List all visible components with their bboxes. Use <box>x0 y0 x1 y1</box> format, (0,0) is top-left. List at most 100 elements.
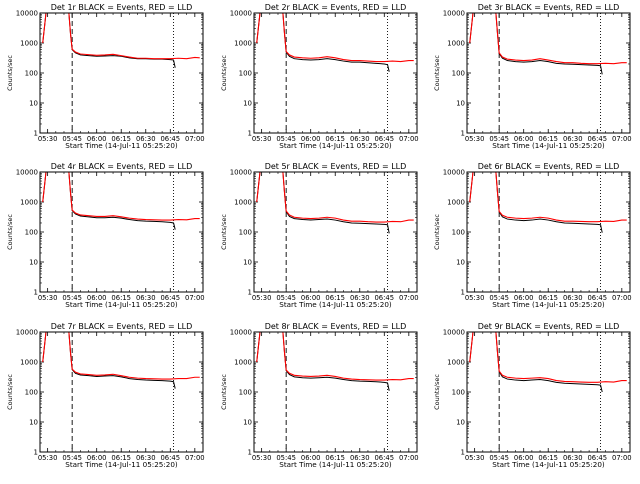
x-tick-label: 05:45 <box>489 135 509 143</box>
x-tick-label: 05:45 <box>62 454 82 462</box>
y-tick-label: 100 <box>452 389 465 397</box>
x-tick-label: 06:45 <box>160 294 180 302</box>
events-series-line <box>256 172 390 234</box>
x-tick-label: 06:30 <box>563 454 583 462</box>
x-tick-label: 05:45 <box>276 454 296 462</box>
y-tick-label: 10 <box>29 419 38 427</box>
x-tick-label: 05:30 <box>465 294 485 302</box>
x-axis-label: Start Time (14-Jul-11 05:25:20) <box>492 141 605 150</box>
x-tick-label: 06:15 <box>538 294 558 302</box>
x-tick-label: 07:00 <box>399 135 419 143</box>
x-tick-label: 05:30 <box>38 135 58 143</box>
lld-series-line <box>42 13 200 60</box>
x-axis-label: Start Time (14-Jul-11 05:25:20) <box>279 300 392 309</box>
x-tick-label: 06:00 <box>514 294 534 302</box>
plot-frame <box>253 171 418 293</box>
plot-frame <box>466 12 631 134</box>
x-tick-label: 06:30 <box>350 294 370 302</box>
events-series-line <box>256 13 390 72</box>
events-series-line <box>42 172 176 230</box>
x-tick-label: 06:45 <box>374 454 394 462</box>
x-axis-label: Start Time (14-Jul-11 05:25:20) <box>492 460 605 469</box>
y-tick-label: 10 <box>456 100 465 108</box>
y-tick-label: 1 <box>34 448 38 456</box>
x-tick-label: 06:00 <box>301 454 321 462</box>
plot-frame <box>466 331 631 453</box>
x-tick-label: 06:15 <box>111 294 131 302</box>
x-tick-label: 05:45 <box>276 135 296 143</box>
series-group <box>42 172 200 230</box>
x-tick-label: 05:30 <box>465 454 485 462</box>
y-tick-label: 10 <box>456 419 465 427</box>
x-tick-label: 05:45 <box>489 454 509 462</box>
x-tick-label: 07:00 <box>185 294 205 302</box>
y-tick-label: 1 <box>248 288 252 296</box>
x-tick-label: 06:15 <box>538 454 558 462</box>
y-tick-label: 1 <box>248 129 252 137</box>
x-tick-label: 07:00 <box>399 454 419 462</box>
series-group <box>469 332 627 393</box>
x-axis-label: Start Time (14-Jul-11 05:25:20) <box>65 460 178 469</box>
y-tick-label: 1 <box>34 129 38 137</box>
y-tick-label: 10000 <box>230 169 252 177</box>
x-tick-label: 06:00 <box>87 294 107 302</box>
events-series-line <box>42 332 176 389</box>
y-tick-label: 10000 <box>16 329 38 337</box>
y-tick-label: 1 <box>461 129 465 137</box>
x-tick-label: 06:15 <box>111 135 131 143</box>
panel-title: Det 7r BLACK = Events, RED = LLD <box>51 322 193 331</box>
x-tick-label: 07:00 <box>185 135 205 143</box>
y-axis-label: Counts/sec <box>6 55 14 91</box>
x-axis-label: Start Time (14-Jul-11 05:25:20) <box>65 141 178 150</box>
panel-title: Det 1r BLACK = Events, RED = LLD <box>51 3 193 12</box>
panel-title: Det 9r BLACK = Events, RED = LLD <box>478 322 620 331</box>
y-axis-label: Counts/sec <box>220 214 228 250</box>
detector-panel: Det 6r BLACK = Events, RED = LLD Counts/s… <box>433 162 632 309</box>
plot-frame <box>466 171 631 293</box>
plot-frame <box>253 12 418 134</box>
y-tick-label: 1 <box>461 448 465 456</box>
detector-panel: Det 3r BLACK = Events, RED = LLD Counts/s… <box>433 3 632 150</box>
x-tick-label: 06:30 <box>350 454 370 462</box>
x-tick-label: 06:00 <box>301 294 321 302</box>
panel-title: Det 4r BLACK = Events, RED = LLD <box>51 162 193 171</box>
detector-panel: Det 5r BLACK = Events, RED = LLD Counts/s… <box>220 162 419 309</box>
x-tick-label: 06:30 <box>136 294 156 302</box>
x-tick-label: 06:00 <box>301 135 321 143</box>
y-tick-label: 10000 <box>16 169 38 177</box>
x-tick-label: 06:45 <box>160 454 180 462</box>
y-axis-label: Counts/sec <box>6 214 14 250</box>
y-tick-label: 100 <box>452 70 465 78</box>
x-tick-label: 06:00 <box>87 135 107 143</box>
x-tick-label: 06:00 <box>87 454 107 462</box>
y-axis-label: Counts/sec <box>433 55 441 91</box>
x-tick-label: 06:45 <box>374 135 394 143</box>
plot-frame <box>39 171 204 293</box>
events-series-line <box>469 332 603 393</box>
x-tick-label: 05:30 <box>252 294 272 302</box>
x-tick-label: 06:30 <box>563 294 583 302</box>
plot-frame <box>39 331 204 453</box>
y-axis-label: Counts/sec <box>220 55 228 91</box>
x-tick-label: 05:30 <box>38 294 58 302</box>
panel-title: Det 5r BLACK = Events, RED = LLD <box>265 162 407 171</box>
lld-series-line <box>469 13 627 65</box>
detector-panel: Det 9r BLACK = Events, RED = LLD Counts/s… <box>433 322 632 469</box>
y-axis-label: Counts/sec <box>220 374 228 410</box>
x-tick-label: 06:00 <box>514 454 534 462</box>
x-tick-label: 05:45 <box>62 135 82 143</box>
series-group <box>469 13 627 75</box>
y-tick-label: 100 <box>25 389 38 397</box>
y-tick-label: 10000 <box>230 329 252 337</box>
y-tick-label: 1000 <box>234 40 252 48</box>
y-axis-label: Counts/sec <box>6 374 14 410</box>
x-tick-label: 05:30 <box>465 135 485 143</box>
x-axis-label: Start Time (14-Jul-11 05:25:20) <box>279 141 392 150</box>
y-tick-label: 1000 <box>20 40 38 48</box>
y-tick-label: 10000 <box>230 10 252 18</box>
x-tick-label: 06:30 <box>563 135 583 143</box>
panel-title: Det 6r BLACK = Events, RED = LLD <box>478 162 620 171</box>
x-tick-label: 07:00 <box>612 294 632 302</box>
y-tick-label: 100 <box>239 70 252 78</box>
